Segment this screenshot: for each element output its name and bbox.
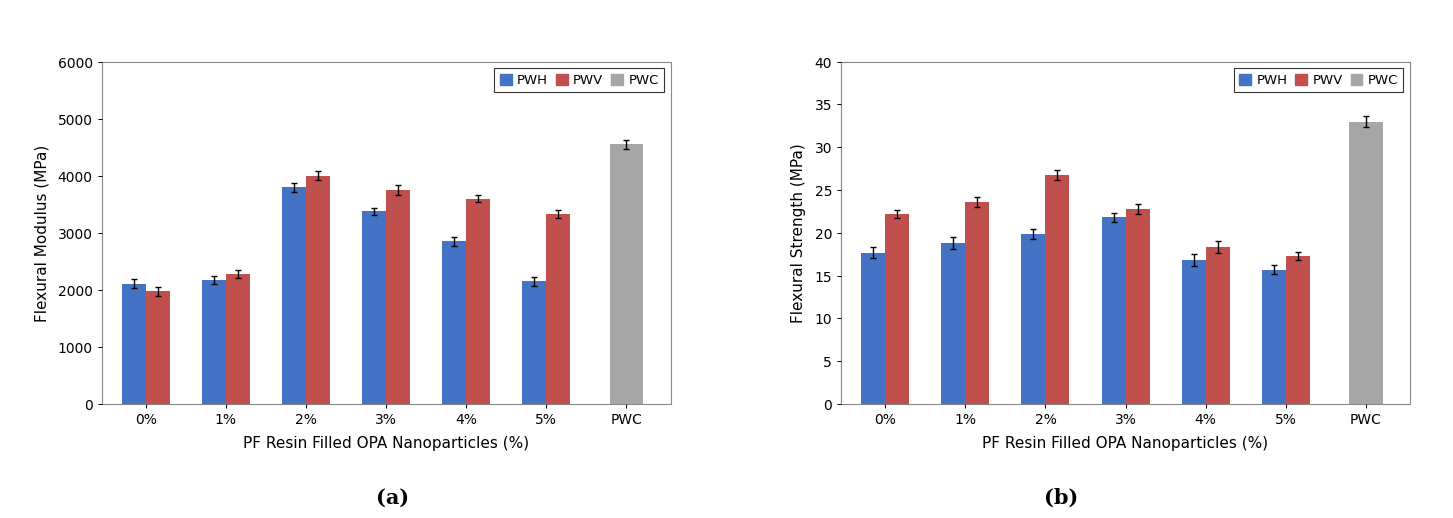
Bar bbox=[362, 211, 386, 404]
Bar bbox=[885, 214, 910, 404]
Bar bbox=[1021, 234, 1045, 404]
Bar bbox=[1348, 122, 1382, 404]
Bar bbox=[942, 243, 965, 404]
Bar bbox=[860, 253, 885, 404]
Bar bbox=[466, 199, 490, 404]
Bar bbox=[1101, 218, 1125, 404]
Bar bbox=[609, 145, 644, 404]
Text: (b): (b) bbox=[1043, 487, 1078, 507]
Bar bbox=[1125, 209, 1149, 404]
Legend: PWH, PWV, PWC: PWH, PWV, PWC bbox=[1234, 69, 1402, 92]
Bar bbox=[307, 176, 330, 404]
Legend: PWH, PWV, PWC: PWH, PWV, PWC bbox=[494, 69, 664, 92]
Text: (a): (a) bbox=[376, 487, 408, 507]
Bar bbox=[145, 292, 170, 404]
Y-axis label: Flexural Strength (MPa): Flexural Strength (MPa) bbox=[790, 143, 806, 323]
Bar bbox=[442, 241, 466, 404]
Bar bbox=[1286, 256, 1309, 404]
Bar bbox=[965, 203, 989, 404]
Bar bbox=[202, 280, 225, 404]
Bar bbox=[282, 188, 307, 404]
X-axis label: PF Resin Filled OPA Nanoparticles (%): PF Resin Filled OPA Nanoparticles (%) bbox=[243, 435, 529, 450]
Bar bbox=[1261, 270, 1286, 404]
X-axis label: PF Resin Filled OPA Nanoparticles (%): PF Resin Filled OPA Nanoparticles (%) bbox=[982, 435, 1268, 450]
Bar bbox=[386, 191, 410, 404]
Y-axis label: Flexural Modulus (MPa): Flexural Modulus (MPa) bbox=[35, 145, 49, 322]
Bar bbox=[225, 275, 250, 404]
Bar bbox=[122, 284, 145, 404]
Bar bbox=[1205, 248, 1229, 404]
Bar bbox=[546, 214, 570, 404]
Bar bbox=[1045, 175, 1069, 404]
Bar bbox=[1181, 261, 1205, 404]
Bar bbox=[522, 282, 546, 404]
